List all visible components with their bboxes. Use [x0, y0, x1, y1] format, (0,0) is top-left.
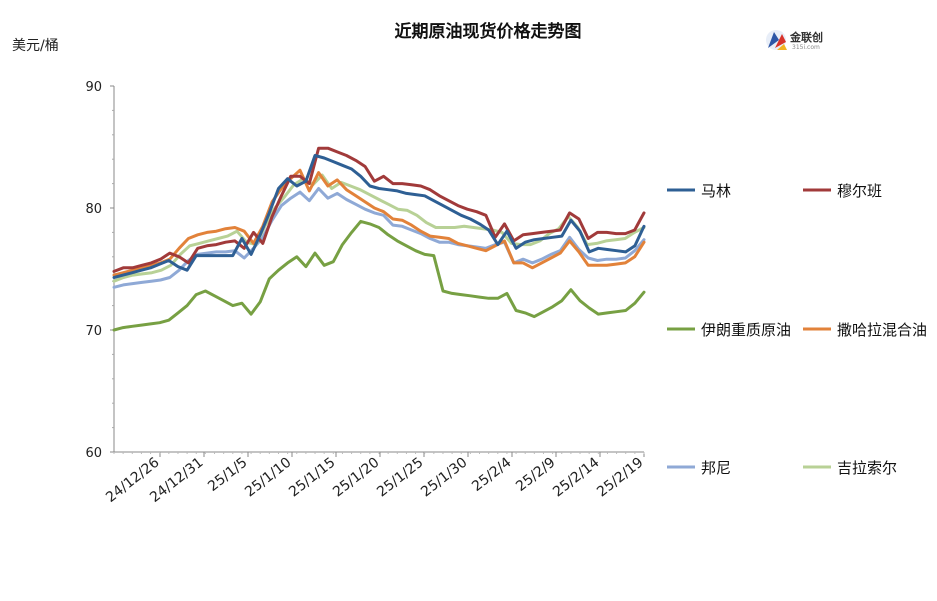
series-line-3 — [112, 168, 646, 277]
legend-label-4: 邦尼 — [701, 459, 731, 477]
axes: 6070809024/12/2624/12/3125/1/525/1/1025/… — [85, 80, 646, 506]
legend-label-2: 伊朗重质原油 — [701, 321, 791, 339]
x-tick-label: 25/1/15 — [286, 455, 338, 501]
logo-mark-red — [775, 34, 786, 48]
logo-mark-blue — [768, 32, 779, 48]
x-tick-label: 25/2/4 — [469, 454, 514, 494]
legend-label-3: 撒哈拉混合油 — [837, 321, 927, 339]
logo-mark-yellow — [777, 44, 787, 50]
x-tick-label: 25/1/10 — [242, 455, 294, 501]
y-tick-label: 90 — [85, 80, 102, 95]
x-tick-label: 25/1/25 — [374, 455, 426, 501]
legend-label-0: 马林 — [701, 182, 731, 200]
logo: 金联创 315i.com — [766, 30, 823, 51]
series-lines — [112, 146, 646, 332]
series-line-0 — [112, 154, 646, 279]
series-line-2 — [112, 219, 646, 332]
logo-subtext: 315i.com — [792, 44, 820, 51]
series-line-1 — [112, 146, 646, 273]
y-axis-unit: 美元/桶 — [12, 38, 59, 54]
x-tick-label: 25/1/20 — [330, 455, 382, 501]
x-tick-label: 25/2/14 — [550, 454, 602, 500]
y-tick-label: 70 — [85, 324, 102, 339]
y-tick-label: 60 — [85, 446, 102, 461]
y-tick-label: 80 — [85, 202, 102, 217]
chart-title: 近期原油现货价格走势图 — [395, 21, 582, 42]
logo-name: 金联创 — [789, 30, 823, 44]
x-tick-label: 25/2/19 — [594, 455, 646, 501]
series-line-4 — [112, 187, 646, 289]
legend-label-1: 穆尔班 — [837, 182, 882, 200]
legend-label-5: 吉拉索尔 — [837, 459, 897, 477]
x-tick-label: 25/1/30 — [418, 455, 470, 501]
